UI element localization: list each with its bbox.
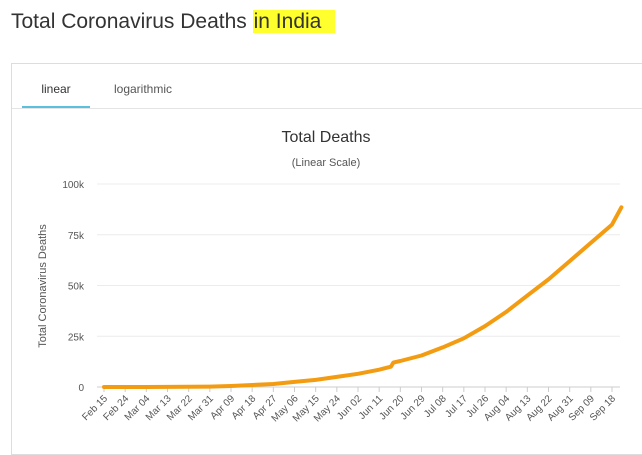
page-title: Total Coronavirus Deaths in India xyxy=(11,10,336,34)
series-line-0 xyxy=(102,205,624,389)
y-axis-ticks: 0 25k 50k 75k 100k xyxy=(62,180,85,394)
page-title-highlight: in India xyxy=(252,10,336,33)
page-title-main: Total Coronavirus Deaths xyxy=(11,10,253,33)
chart-subtitle: (Linear Scale) xyxy=(292,157,360,169)
y-tick-label: 0 xyxy=(78,383,84,394)
y-tick-label: 25k xyxy=(68,332,85,343)
chart-panel: linear logarithmic Total Deaths (Linear … xyxy=(11,63,642,455)
x-tick-label: Jul 17 xyxy=(443,393,470,420)
y-tick-label: 50k xyxy=(68,282,85,293)
x-tick-label: Jul 08 xyxy=(422,393,449,420)
y-tick-label: 75k xyxy=(68,231,85,242)
chart-title: Total Deaths xyxy=(282,129,371,146)
chart-area: Total Deaths (Linear Scale) Total Corona… xyxy=(37,129,624,424)
y-tick-label: 100k xyxy=(62,180,85,191)
series-layer xyxy=(102,205,624,389)
scale-tabs: linear logarithmic xyxy=(12,64,642,109)
tab-linear[interactable]: linear xyxy=(22,64,90,108)
x-tick-label: Jun 29 xyxy=(399,393,428,422)
y-axis-label: Total Coronavirus Deaths xyxy=(37,224,49,348)
tab-logarithmic[interactable]: logarithmic xyxy=(113,82,173,96)
